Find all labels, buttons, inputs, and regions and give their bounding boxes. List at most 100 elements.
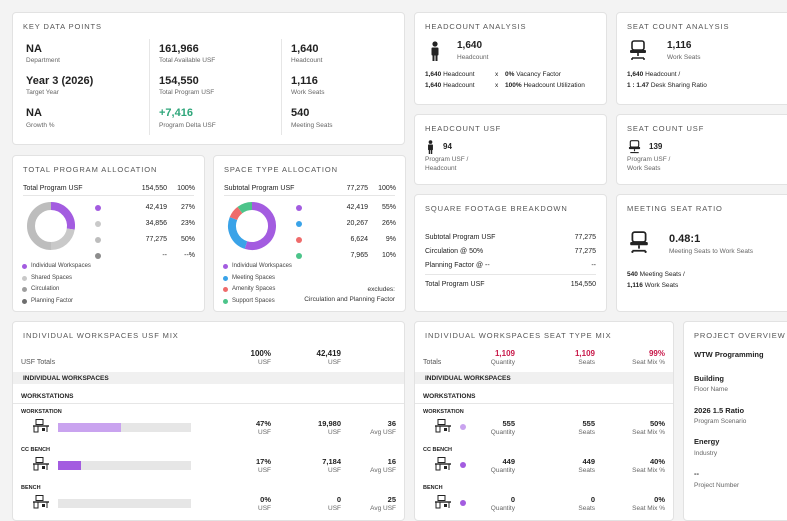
workspaces-usf-mix-card: INDIVIDUAL WORKSPACES USF MIX USF Totals… <box>12 321 405 521</box>
seat-mix-unit: Seats <box>578 429 595 436</box>
card-title: HEADCOUNT ANALYSIS <box>425 22 527 31</box>
workstation-icon <box>435 419 451 433</box>
allocation-percent: 27% <box>180 204 195 211</box>
usf-mix-value: 19,980 <box>318 419 341 428</box>
ratio-line-2: 1 : 1.47 Desk Sharing Ratio <box>627 82 707 89</box>
usf-mix-unit: USF <box>328 467 341 474</box>
row-value: 100% <box>505 82 522 89</box>
seat-mix-value: 50% <box>649 419 665 428</box>
totals-seat-mix: 99% <box>648 349 665 358</box>
totals-seats-label: Seats <box>578 359 595 366</box>
divider <box>224 195 395 196</box>
overview-value: -- <box>694 469 699 478</box>
usf-mix-unit: Avg USF <box>370 429 396 436</box>
total-program-allocation-card: TOTAL PROGRAM ALLOCATION Total Program U… <box>12 155 205 312</box>
breakdown-value: 77,275 <box>574 248 596 255</box>
headcount-row: 1,640 Headcount x 100% Headcount Utiliza… <box>425 82 605 89</box>
ratio-line-2: 1,116 Work Seats <box>627 282 678 289</box>
subsection-label: WORKSTATIONS <box>21 393 74 400</box>
allocation-value: -- <box>162 252 167 259</box>
totals-percent-label: USF <box>258 359 271 366</box>
workstation-icon <box>33 419 49 433</box>
kdp-label: Program Delta USF <box>159 122 216 129</box>
chair-icon <box>628 140 641 154</box>
breakdown-value: -- <box>591 262 596 269</box>
series-color-dot <box>95 237 101 243</box>
legend-label: Individual Workspaces <box>31 263 91 269</box>
kdp-value: 161,966 <box>159 43 199 55</box>
breakdown-value: 77,275 <box>574 234 596 241</box>
allocation-percent: 55% <box>381 204 396 211</box>
header-value: 77,275 <box>346 185 368 192</box>
usf-mix-value: 7,184 <box>322 457 341 466</box>
headcount-label: Headcount <box>457 54 489 61</box>
allocation-value: 42,419 <box>145 204 167 211</box>
workspace-type-label: CC BENCH <box>21 447 51 453</box>
excludes-note: Circulation and Planning Factor <box>304 296 395 303</box>
kdp-label: Target Year <box>26 89 59 96</box>
ratio-value: 1,640 <box>627 71 644 78</box>
seat-mix-unit: Seat Mix % <box>632 505 665 512</box>
workspace-type-label: WORKSTATION <box>423 409 464 415</box>
kdp-label: Total Program USF <box>159 89 215 96</box>
legend-label: Circulation <box>31 286 60 292</box>
seat-mix-value: 0% <box>654 495 665 504</box>
legend-color-dot <box>22 264 27 269</box>
workspace-type-label: BENCH <box>423 485 443 491</box>
seat-mix-value: 449 <box>502 457 515 466</box>
usf-mix-unit: USF <box>258 429 271 436</box>
sta-donut-chart <box>228 202 276 250</box>
usf-share-bar-fill <box>58 423 121 432</box>
multiply-sign: x <box>495 71 499 78</box>
donut-slice <box>228 216 248 249</box>
header-label: Total Program USF <box>23 185 83 192</box>
seat-mix-unit: Quantity <box>490 467 515 474</box>
ratio-label: Desk Sharing Ratio <box>650 82 707 89</box>
divider <box>13 403 404 404</box>
legend-label: Meeting Spaces <box>232 274 276 281</box>
overview-value: Energy <box>694 437 720 446</box>
row-value: 1,640 <box>425 82 442 89</box>
subsection-label: WORKSTATIONS <box>423 393 476 400</box>
kdp-value: Year 3 (2026) <box>26 75 94 87</box>
totals-label: USF Totals <box>21 359 56 366</box>
totals-seats: 1,109 <box>574 349 595 358</box>
kdp-label: Growth % <box>26 122 55 129</box>
breakdown-label: Planning Factor @ -- <box>425 262 490 269</box>
headcount-row: 1,640 Headcount x 0% Vacancy Factor <box>425 71 605 78</box>
divider <box>425 274 596 275</box>
card-title: HEADCOUNT USF <box>425 124 502 133</box>
header-label: Subtotal Program USF <box>224 185 295 192</box>
headcount-value: 1,640 <box>457 40 483 51</box>
kdp-value: NA <box>26 107 42 119</box>
usf-mix-unit: USF <box>328 429 341 436</box>
project-name: WTW Programming <box>694 350 764 359</box>
allocation-value: 6,624 <box>350 236 368 243</box>
kdp-label: Department <box>26 57 60 64</box>
donut-slice <box>244 202 276 250</box>
work-seats-label: Work Seats <box>667 54 701 61</box>
donut-slice <box>50 228 75 250</box>
overview-label: Project Number <box>694 482 740 489</box>
totals-seat-mix-label: Seat Mix % <box>632 359 665 366</box>
usf-share-bar <box>58 461 191 470</box>
row-label: Headcount <box>443 82 475 89</box>
series-color-dot <box>296 221 302 227</box>
series-color-dot <box>95 221 101 227</box>
chair-icon <box>630 40 646 60</box>
header-percent: 100% <box>378 185 396 192</box>
kdp-label: Work Seats <box>291 89 325 96</box>
ratio-value: 0.48:1 <box>669 233 701 245</box>
allocation-value: 77,275 <box>145 236 167 243</box>
seat-mix-value: 555 <box>582 419 595 428</box>
card-title: INDIVIDUAL WORKSPACES SEAT TYPE MIX <box>425 331 612 340</box>
usf-share-bar <box>58 423 191 432</box>
usf-label: Program USF / <box>627 156 671 163</box>
legend-color-dot <box>22 275 27 281</box>
kdp-value: 1,116 <box>291 75 318 87</box>
legend-label: Support Spaces <box>232 297 275 304</box>
headcount-usf-value: 94 <box>443 142 452 151</box>
card-title: MEETING SEAT RATIO <box>627 204 723 213</box>
series-color-dot <box>296 237 302 243</box>
series-color-dot <box>296 253 302 259</box>
